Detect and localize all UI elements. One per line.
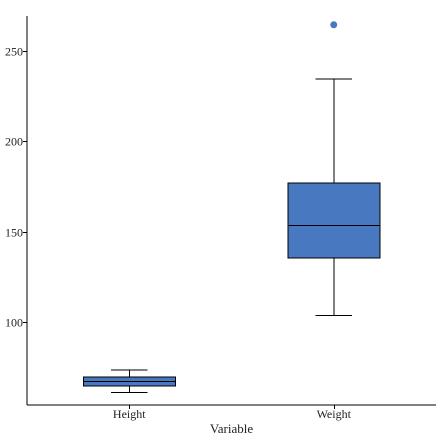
box-height: [82, 369, 176, 393]
box-weight: [287, 21, 381, 317]
y-tick-label-100: 100: [5, 316, 23, 330]
x-tick-label-height: Height: [113, 407, 146, 421]
axes: 100 150 200 250 Height Weight: [5, 16, 436, 421]
box-plot-marks: [82, 21, 381, 393]
y-tick-label-250: 250: [5, 45, 23, 59]
x-axis-title: Variable: [210, 421, 254, 436]
x-tick-label-weight: Weight: [317, 407, 352, 421]
y-tick-label-150: 150: [5, 226, 23, 240]
iqr-box-weight: [287, 182, 381, 259]
outlier-point-weight-0: [330, 21, 338, 29]
y-tick-label-200: 200: [5, 135, 23, 149]
